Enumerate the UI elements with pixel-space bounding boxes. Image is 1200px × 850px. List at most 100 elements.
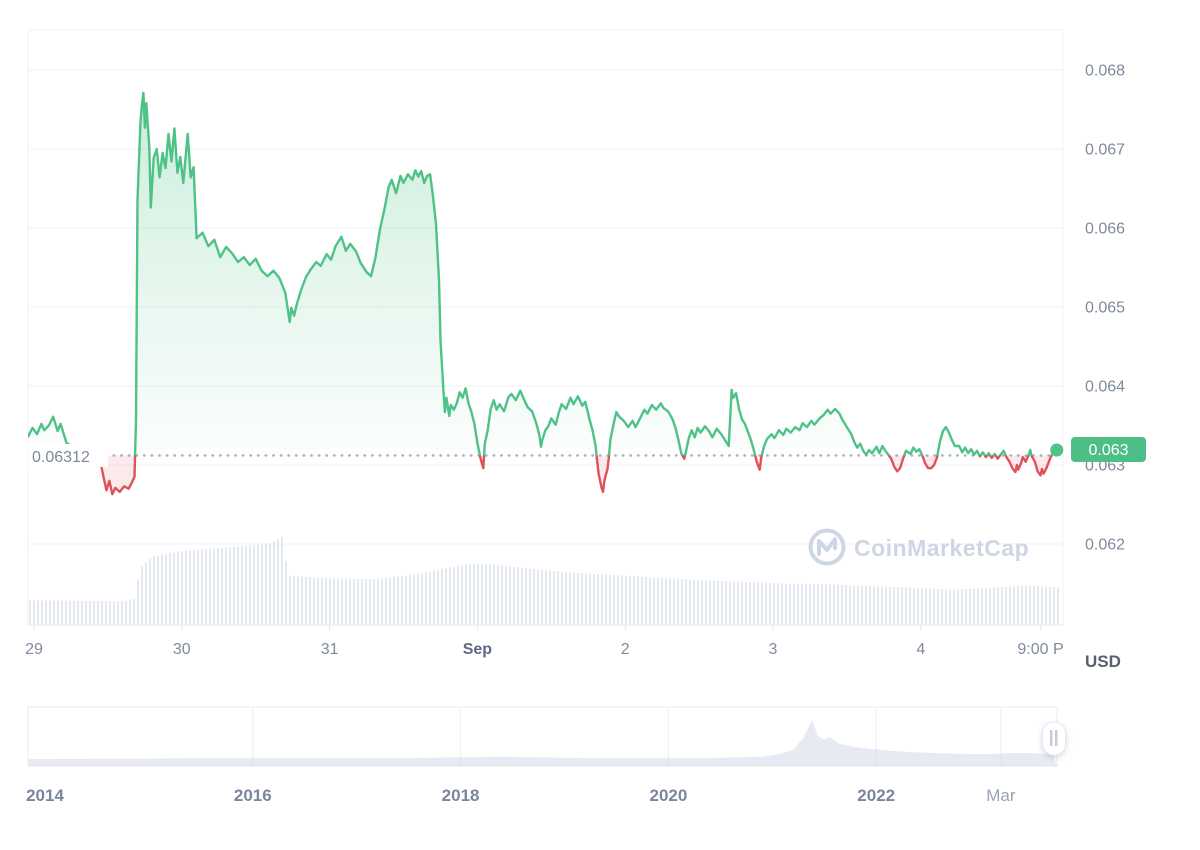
volume-bar bbox=[1029, 585, 1031, 625]
volume-bar bbox=[529, 568, 531, 625]
volume-bar bbox=[809, 584, 811, 625]
volume-bar bbox=[253, 544, 255, 625]
volume-bar bbox=[265, 543, 267, 625]
volume-bar bbox=[321, 577, 323, 625]
volume-bar bbox=[197, 549, 199, 625]
handle-grip-icon bbox=[1055, 730, 1058, 746]
coinmarketcap-logo-icon bbox=[808, 528, 846, 566]
volume-bar bbox=[565, 572, 567, 625]
volume-bar bbox=[797, 583, 799, 625]
volume-bar bbox=[733, 581, 735, 625]
chart-plot-area[interactable] bbox=[28, 30, 1063, 625]
volume-bar bbox=[201, 549, 203, 625]
volume-bar bbox=[161, 554, 163, 625]
y-axis-tick-label: 0.068 bbox=[1085, 63, 1125, 80]
volume-bar bbox=[829, 584, 831, 625]
volume-bar bbox=[629, 576, 631, 625]
volume-bar bbox=[853, 585, 855, 625]
volume-bar bbox=[1053, 587, 1055, 625]
price-area-fill-down bbox=[28, 455, 1057, 495]
volume-bar bbox=[709, 580, 711, 625]
x-axis-tick-label: 31 bbox=[321, 641, 339, 658]
volume-bar bbox=[753, 582, 755, 625]
navigator-axis-label: 2014 bbox=[26, 786, 64, 805]
volume-bar bbox=[581, 573, 583, 625]
volume-bar bbox=[333, 578, 335, 625]
volume-bar bbox=[773, 583, 775, 625]
volume-bar bbox=[781, 583, 783, 625]
volume-bar bbox=[245, 545, 247, 625]
price-area-fill-up bbox=[28, 92, 1057, 456]
volume-bar bbox=[477, 563, 479, 625]
volume-bar bbox=[969, 588, 971, 625]
volume-bar bbox=[929, 588, 931, 625]
volume-bar bbox=[573, 572, 575, 625]
volume-bar bbox=[141, 566, 143, 625]
y-axis-tick-label: 0.064 bbox=[1085, 379, 1125, 396]
volume-bar bbox=[1057, 587, 1059, 625]
volume-bar bbox=[549, 570, 551, 625]
svg-text:0.063: 0.063 bbox=[1088, 442, 1128, 459]
volume-bar bbox=[109, 601, 111, 625]
volume-bar bbox=[645, 576, 647, 625]
volume-bar bbox=[277, 539, 279, 625]
price-end-dot bbox=[1050, 443, 1064, 457]
volume-bar bbox=[97, 601, 99, 625]
volume-bar bbox=[453, 566, 455, 625]
volume-bar bbox=[521, 567, 523, 625]
volume-bar bbox=[1049, 586, 1051, 625]
volume-bar bbox=[105, 601, 107, 625]
volume-bar bbox=[721, 581, 723, 625]
volume-bar bbox=[125, 600, 127, 625]
volume-bar bbox=[357, 578, 359, 625]
volume-bar bbox=[429, 571, 431, 625]
volume-bar bbox=[497, 564, 499, 625]
volume-bar bbox=[301, 576, 303, 625]
navigator-handle[interactable] bbox=[1042, 721, 1066, 756]
volume-bar bbox=[65, 600, 67, 625]
volume-bar bbox=[509, 566, 511, 625]
volume-bar bbox=[861, 585, 863, 625]
volume-bar bbox=[37, 600, 39, 625]
volume-bar bbox=[813, 584, 815, 625]
volume-bar bbox=[789, 583, 791, 625]
volume-bar bbox=[221, 547, 223, 625]
volume-bar bbox=[1025, 585, 1027, 625]
volume-bar bbox=[237, 546, 239, 625]
navigator-scrubber[interactable] bbox=[28, 707, 1057, 766]
volume-bar bbox=[205, 549, 207, 625]
volume-bar bbox=[849, 585, 851, 625]
volume-bar bbox=[945, 589, 947, 625]
volume-bar bbox=[889, 586, 891, 625]
volume-bar bbox=[1037, 586, 1039, 625]
volume-bar bbox=[329, 578, 331, 625]
volume-bar bbox=[537, 569, 539, 625]
y-axis-tick-label: 0.062 bbox=[1085, 537, 1125, 554]
volume-bar bbox=[209, 548, 211, 625]
navigator-area bbox=[28, 720, 1057, 766]
volume-bar bbox=[857, 585, 859, 625]
volume-bar bbox=[1001, 586, 1003, 625]
volume-bar bbox=[745, 581, 747, 625]
volume-bar bbox=[937, 589, 939, 625]
volume-bar bbox=[377, 578, 379, 625]
volume-bar bbox=[653, 577, 655, 625]
volume-bar bbox=[873, 586, 875, 625]
volume-bar bbox=[941, 589, 943, 625]
volume-bar bbox=[1005, 586, 1007, 625]
volume-bar bbox=[501, 565, 503, 625]
volume-bar bbox=[637, 576, 639, 625]
navigator-axis-label: 2022 bbox=[857, 786, 895, 805]
volume-bar bbox=[217, 548, 219, 625]
volume-bar bbox=[561, 571, 563, 625]
volume-bar bbox=[133, 598, 135, 625]
volume-bar bbox=[949, 589, 951, 625]
volume-bar bbox=[685, 579, 687, 625]
volume-bar bbox=[461, 565, 463, 625]
volume-bar bbox=[905, 587, 907, 625]
volume-bar bbox=[309, 577, 311, 625]
volume-bar bbox=[569, 572, 571, 625]
volume-bar bbox=[61, 600, 63, 625]
volume-bar bbox=[869, 586, 871, 625]
